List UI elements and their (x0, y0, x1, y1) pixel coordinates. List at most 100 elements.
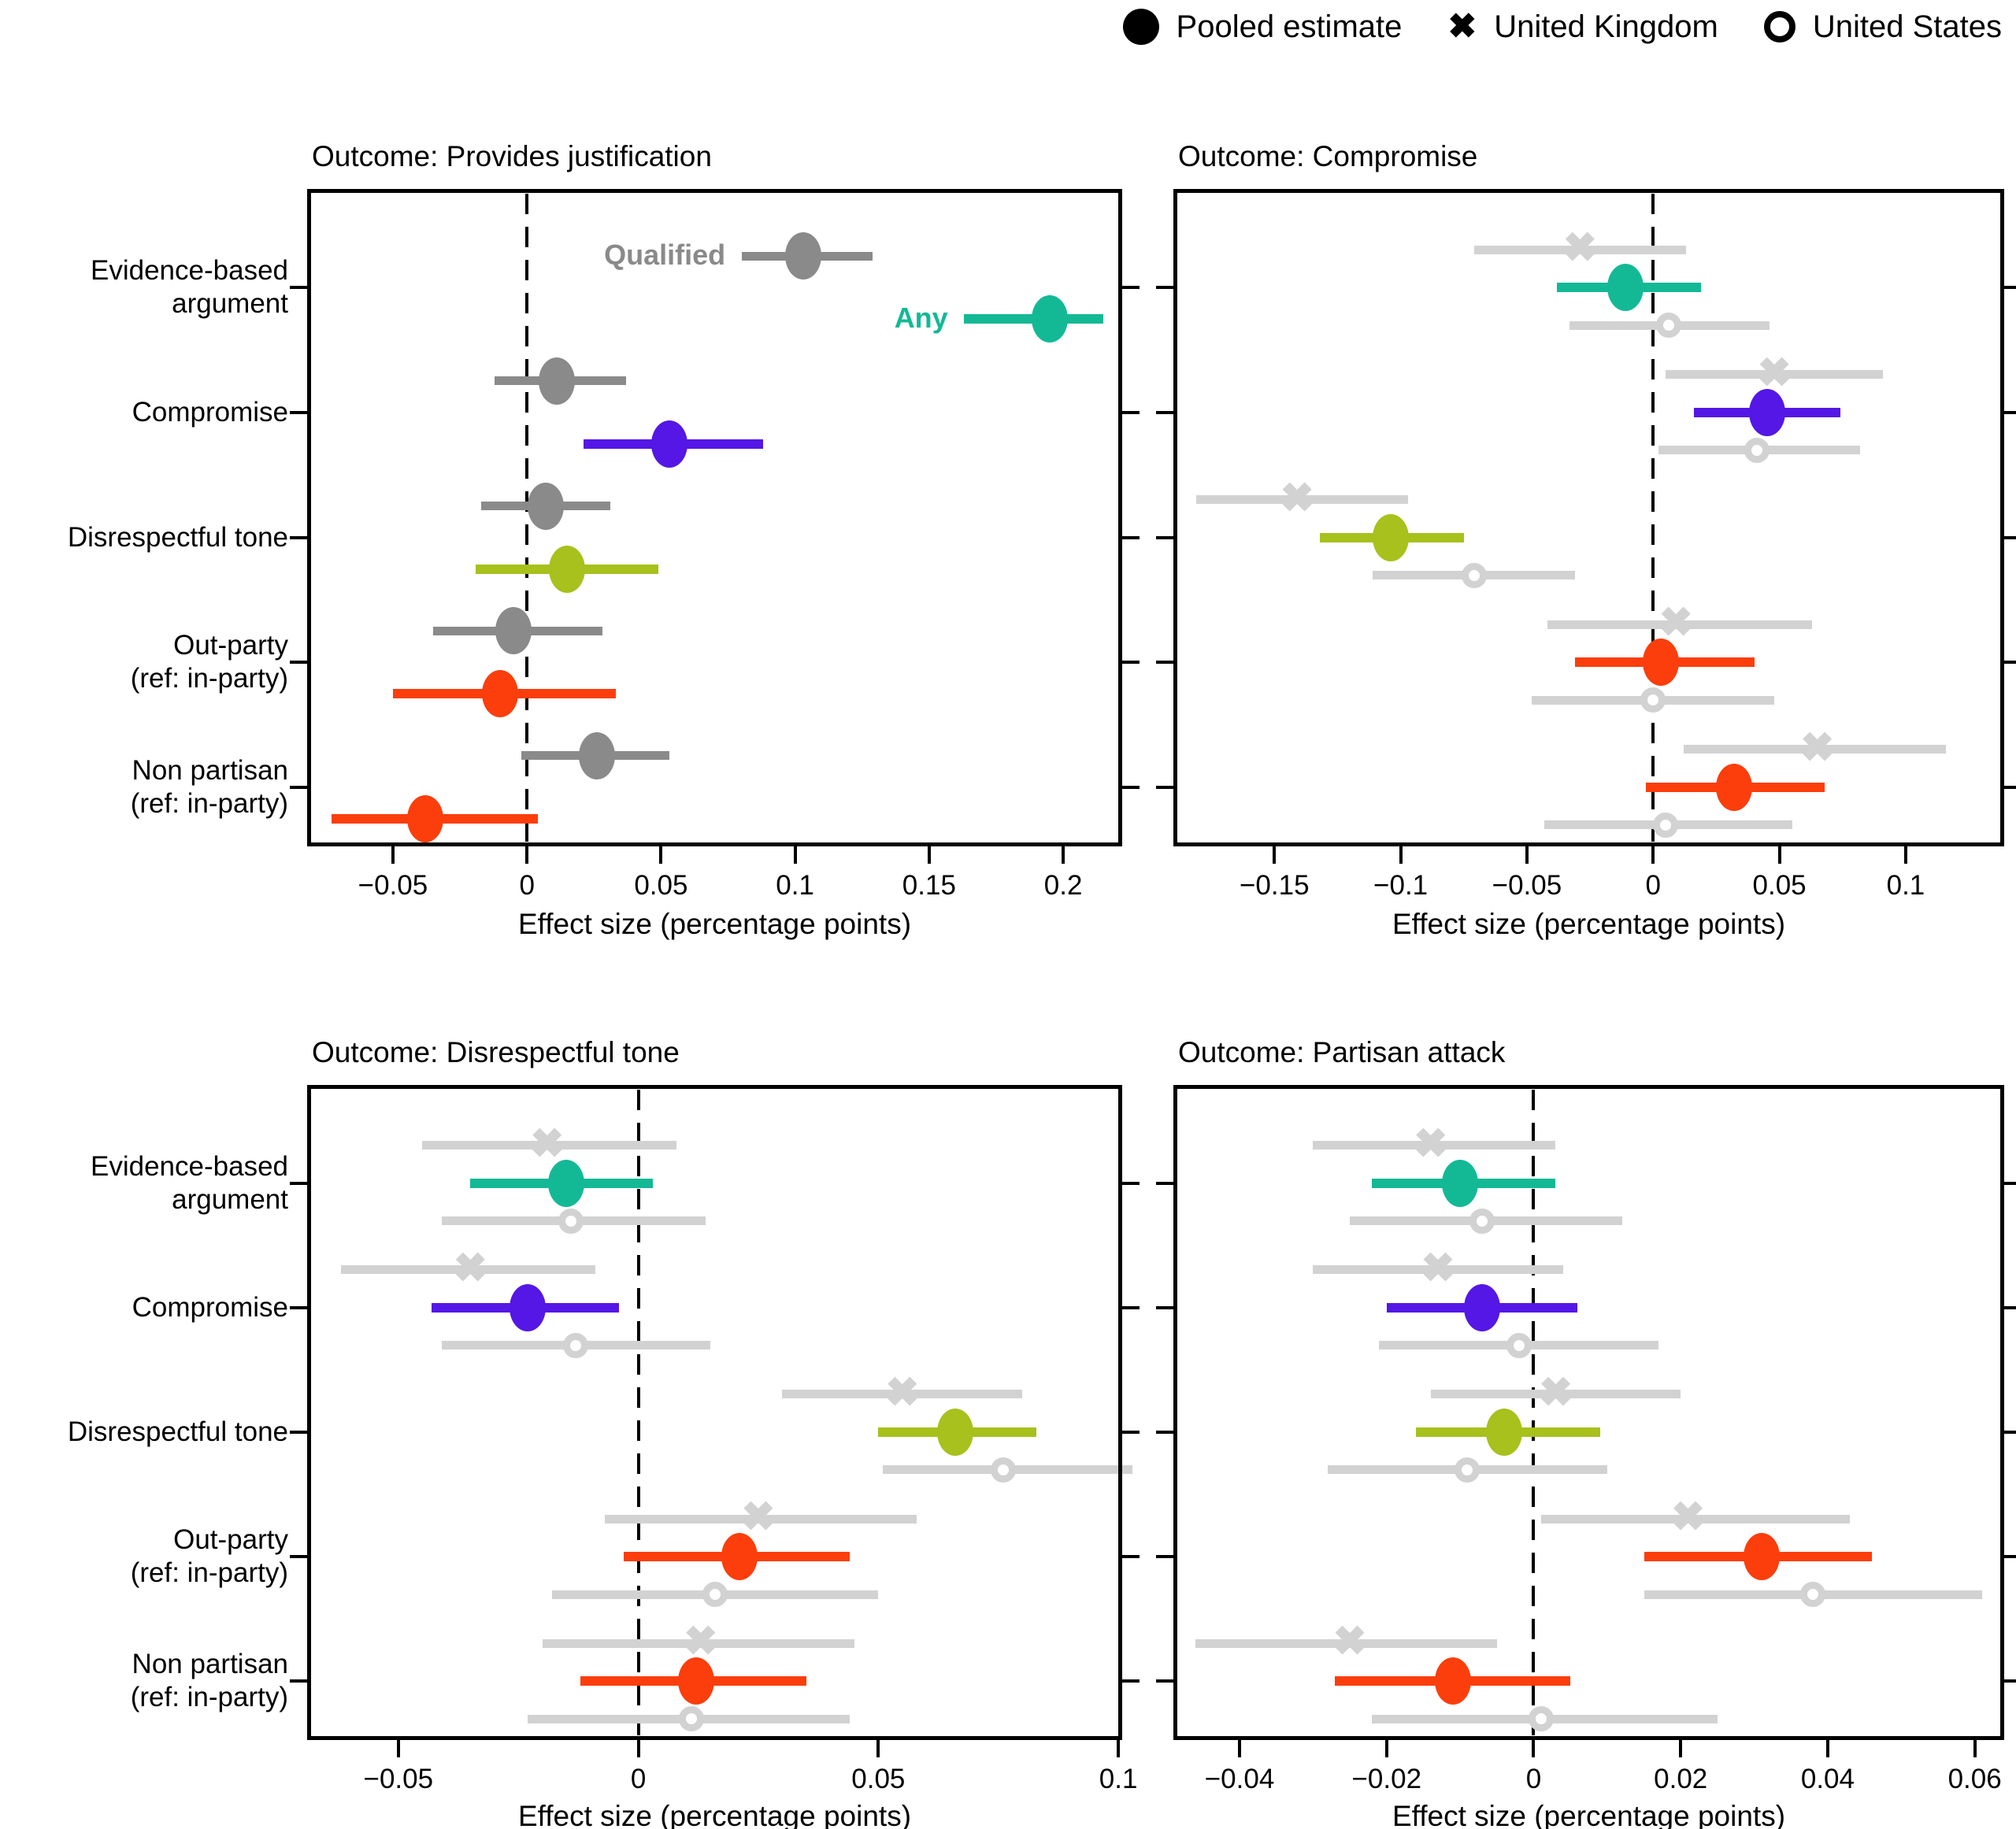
us-circle-marker (1455, 1457, 1480, 1483)
uk-ci-bar (422, 1141, 677, 1150)
pooled-estimate-icon (1122, 9, 1159, 45)
x-tick (1062, 846, 1065, 864)
y-tick-left (290, 535, 307, 539)
x-axis-label: Effect size (percentage points) (517, 908, 912, 940)
uk-x-marker: ✖ (1757, 350, 1792, 396)
x-tick-label: 0.1 (776, 870, 814, 901)
uk-ci-bar (604, 1514, 917, 1524)
pooled-point-marker (677, 1657, 714, 1705)
uk-ci-bar (1313, 1141, 1556, 1150)
us-circle-marker (1528, 1706, 1554, 1732)
uk-ci-bar (340, 1265, 595, 1275)
zero-reference-line (525, 194, 529, 842)
y-tick-left (1156, 1679, 1173, 1683)
x-tick-label: −0.05 (358, 870, 428, 901)
x-tick (927, 846, 931, 864)
us-circle-marker (678, 1706, 704, 1732)
any-point-marker (482, 670, 519, 718)
x-axis-label: Effect size (percentage points) (1392, 908, 1786, 940)
x-tick (396, 1740, 400, 1757)
pooled-point-marker (936, 1408, 973, 1456)
x-tick-label: 0.06 (1947, 1764, 2002, 1794)
us-circle-marker (1655, 313, 1681, 339)
y-tick-left (1156, 785, 1173, 789)
y-tick-left (290, 1430, 307, 1434)
y-tick-right (1122, 1679, 1140, 1683)
uk-ci-bar (1540, 1514, 1850, 1524)
category-label: Compromise (132, 396, 288, 428)
qualified-point-marker (528, 482, 564, 530)
x-tick-label: 0 (1645, 870, 1661, 901)
x-tick (1973, 1740, 1977, 1757)
x-tick-label: 0 (630, 1764, 647, 1794)
x-tick-label: −0.04 (1204, 1764, 1275, 1794)
y-tick-right (2004, 1555, 2016, 1559)
x-tick (525, 846, 529, 864)
pooled-point-marker (1748, 388, 1785, 436)
y-tick-left (290, 661, 307, 665)
x-tick-label: 0.05 (1752, 870, 1807, 901)
y-tick-right (1122, 1181, 1140, 1185)
y-tick-right (1122, 785, 1140, 789)
y-axis-category-labels: Evidence-based argument Compromise Disresp… (11, 189, 288, 846)
panel-title: Outcome: Compromise (1178, 140, 1478, 172)
y-tick-left (1156, 286, 1173, 290)
qualified-point-marker (784, 232, 821, 280)
x-tick-label: 0 (1525, 1764, 1542, 1794)
x-tick-label: 0.1 (1099, 1764, 1138, 1794)
y-tick-left (290, 785, 307, 789)
y-tick-right (1122, 410, 1140, 414)
uk-x-marker: ✖ (684, 1619, 718, 1665)
any-point-marker (650, 420, 687, 468)
x-tick (636, 1740, 640, 1757)
pooled-point-marker (1464, 1283, 1501, 1331)
x-tick (793, 846, 797, 864)
y-tick-left (290, 1679, 307, 1683)
uk-x-marker: ✖ (1280, 475, 1314, 521)
qualified-point-marker (538, 357, 575, 405)
category-label: Evidence-based argument (91, 255, 288, 320)
qualified-point-marker (495, 607, 532, 655)
y-tick-left (1156, 661, 1173, 665)
x-tick-label: 0.02 (1654, 1764, 1708, 1794)
x-tick-label: −0.05 (363, 1764, 434, 1794)
legend-item-pooled: Pooled estimate (1122, 9, 1402, 45)
x-tick (1777, 846, 1781, 864)
uk-x-marker: ✖ (1332, 1619, 1367, 1665)
x-tick-label: 0 (519, 870, 535, 901)
x-tick (1273, 846, 1277, 864)
zero-reference-line (1651, 194, 1655, 842)
y-tick-right (1122, 535, 1140, 539)
panel-title: Outcome: Partisan attack (1178, 1036, 1506, 1068)
category-label: Evidence-based argument (91, 1150, 288, 1215)
category-label: Disrespectful tone (67, 1416, 288, 1447)
any-point-marker (406, 794, 443, 842)
y-tick-left (1156, 1305, 1173, 1309)
uk-x-marker: ✖ (1799, 724, 1835, 771)
x-tick (1532, 1740, 1536, 1757)
x-tick-label: 0.05 (851, 1764, 906, 1794)
united-states-circle-icon (1763, 11, 1796, 43)
pooled-point-marker (1606, 264, 1644, 312)
uk-x-marker: ✖ (1658, 600, 1693, 646)
uk-x-marker: ✖ (885, 1369, 920, 1416)
uk-x-marker: ✖ (1413, 1120, 1448, 1167)
uk-x-marker: ✖ (1562, 225, 1598, 272)
category-label: Non partisan (ref: in-party) (130, 754, 288, 819)
y-tick-right (2004, 785, 2016, 789)
y-tick-left (1156, 1430, 1173, 1434)
panel-provides-justification: Outcome: Provides justification Effect s… (68, 140, 1140, 940)
us-circle-marker (1744, 437, 1770, 463)
pooled-point-marker (1434, 1657, 1471, 1705)
uk-x-marker: ✖ (453, 1245, 488, 1291)
uk-ci-bar (1313, 1265, 1563, 1275)
uk-x-marker: ✖ (1421, 1245, 1455, 1291)
y-tick-right (2004, 410, 2016, 414)
y-axis-category-labels: Evidence-based argument Compromise Disresp… (11, 1085, 288, 1740)
y-tick-right (1122, 661, 1140, 665)
x-tick (1903, 846, 1907, 864)
series-annotation-any: Any (894, 302, 948, 335)
y-tick-left (290, 1555, 307, 1559)
x-tick-label: 0.04 (1800, 1764, 1855, 1794)
uk-x-marker: ✖ (1538, 1369, 1573, 1416)
